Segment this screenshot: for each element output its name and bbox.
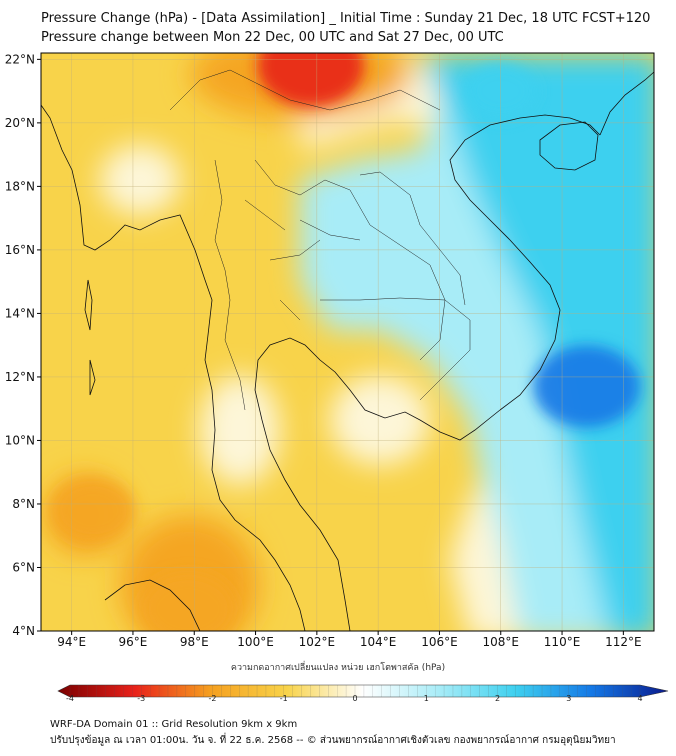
colorbar-tick-label: 0 (352, 694, 357, 703)
country-borders (169, 69, 471, 411)
lon-tick-label: 106°E (421, 635, 458, 649)
colorbar: -4 -3 -2 -1 0 1 2 3 4 (57, 684, 669, 703)
colorbar-bar (57, 684, 669, 698)
lon-tick-label: 94°E (57, 635, 86, 649)
colorbar-tick-label: 3 (566, 694, 571, 703)
lat-tick-label: 10°N (5, 433, 35, 447)
lat-tick-label: 20°N (5, 116, 35, 130)
footer-update-info: ปรับปรุงข้อมูล ณ เวลา 01:00น. วัน จ. ที่… (50, 735, 616, 746)
lat-tick-label: 14°N (5, 306, 35, 320)
field-cream-patch-gulf (330, 375, 430, 465)
border-cambodia-vietnam (419, 299, 471, 401)
colorbar-tick-label: 4 (637, 694, 642, 703)
lon-tick-label: 108°E (483, 635, 520, 649)
colorbar-ticks: -4 -3 -2 -1 0 1 2 3 4 (66, 685, 643, 703)
colorbar-label: ความกดอากาศเปลี่ยนแปลง หน่วย เฮกโตพาสคัล… (230, 663, 446, 673)
lon-tick-label: 112°E (605, 635, 642, 649)
lon-tick-label: 102°E (299, 635, 336, 649)
map-frame (40, 52, 655, 632)
colorbar-tick-label: -4 (66, 694, 74, 703)
lat-tick-label: 8°N (12, 497, 35, 511)
coast-vietnam (449, 114, 601, 411)
pressure-drop-west (51, 478, 135, 543)
coast-hainan (539, 121, 599, 171)
border-laos-vietnam (359, 171, 466, 306)
coastlines (41, 71, 654, 631)
coast-malay-east (254, 389, 351, 631)
field-cream-patch-central (200, 375, 280, 485)
coast-sumatra (104, 579, 201, 631)
border-thailand-myanmar (214, 159, 246, 411)
longitude-gridlines (71, 53, 624, 631)
border-provinces-1 (244, 199, 361, 321)
chart-title: Pressure Change (hPa) - [Data Assimilati… (41, 11, 651, 26)
colorbar-tick-label: -3 (137, 694, 145, 703)
border-china (169, 69, 441, 111)
chart-subtitle: Pressure change between Mon 22 Dec, 00 U… (41, 30, 504, 45)
colorbar-tick-label: -1 (280, 694, 288, 703)
lat-tick-label: 22°N (5, 52, 35, 66)
lat-tick-label: 16°N (5, 243, 35, 257)
border-thailand-cambodia (320, 297, 446, 361)
pressure-field (41, 53, 654, 631)
lon-tick-label: 100°E (237, 635, 274, 649)
coast-gulf-thailand (254, 337, 501, 441)
colorbar-tick-label: 1 (424, 694, 429, 703)
field-cyan-region (420, 55, 654, 631)
lat-tick-label: 12°N (5, 370, 35, 384)
lon-tick-label: 104°E (360, 635, 397, 649)
lon-tick-label: 96°E (119, 635, 148, 649)
footer-model-info: WRF-DA Domain 01 :: Grid Resolution 9km … (50, 719, 298, 730)
coast-myanmar (41, 104, 306, 631)
lat-tick-label: 4°N (12, 624, 35, 638)
latitude-axis: 4°N 6°N 8°N 10°N 12°N 14°N 16°N 18°N 20°N 22°N (5, 52, 41, 638)
field-cream-patch-west (100, 145, 180, 215)
longitude-axis: 94°E 96°E 98°E 100°E 102°E 104°E 106°E 108°E 110… (57, 631, 642, 649)
pressure-rise-east (533, 345, 640, 428)
colorbar-tick-label: -2 (209, 694, 217, 703)
lat-tick-label: 6°N (12, 560, 35, 574)
lon-tick-label: 98°E (180, 635, 209, 649)
pressure-drop-north (257, 53, 365, 107)
coast-south-china (599, 71, 654, 136)
colorbar-tick-label: 2 (495, 694, 500, 703)
border-thailand-laos (254, 159, 446, 301)
lon-tick-label: 110°E (544, 635, 581, 649)
coast-andaman-islands (84, 279, 96, 396)
lat-tick-label: 18°N (5, 179, 35, 193)
